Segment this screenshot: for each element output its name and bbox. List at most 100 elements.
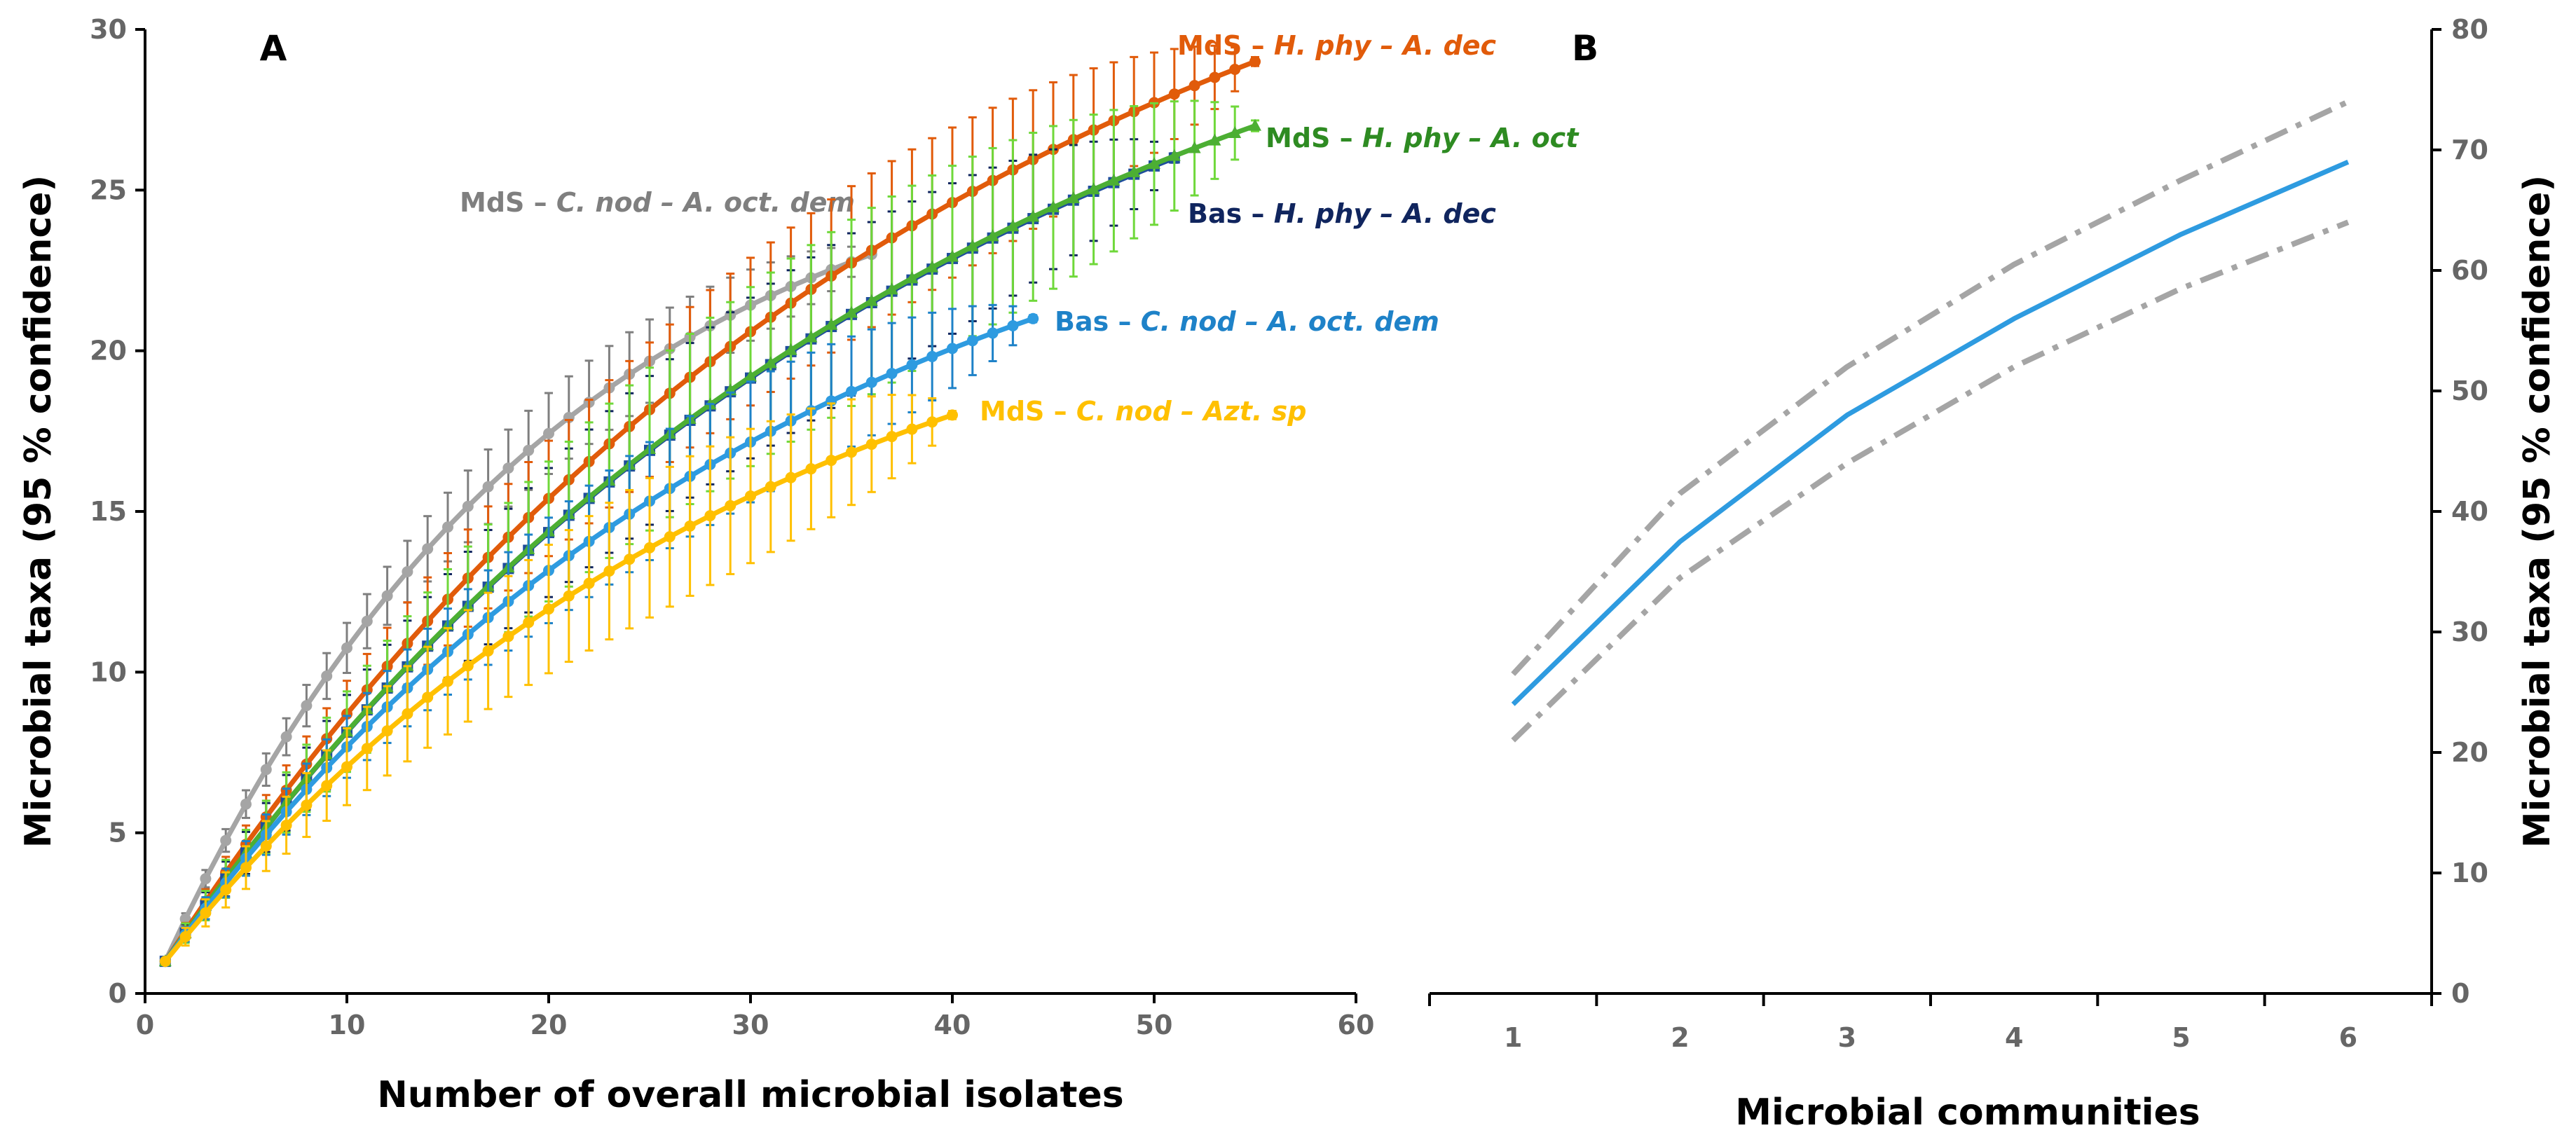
data-point — [1007, 319, 1019, 331]
data-point — [1047, 200, 1060, 213]
data-point — [260, 764, 272, 776]
series-label: Bas – C. nod – A. oct. dem — [1055, 306, 1439, 337]
x-tick-label: 5 — [2172, 1022, 2190, 1053]
data-point — [402, 708, 413, 720]
x-tick-label: 30 — [732, 1010, 769, 1040]
y-tick-label: 25 — [90, 174, 127, 205]
data-point — [765, 481, 776, 493]
data-point — [804, 330, 818, 343]
data-point — [462, 500, 474, 512]
data-point — [1208, 133, 1221, 146]
data-point — [947, 409, 958, 421]
data-point — [341, 761, 352, 773]
data-point — [179, 930, 191, 942]
data-point — [361, 615, 373, 627]
data-point — [260, 840, 272, 852]
data-point — [220, 884, 232, 896]
data-point — [523, 617, 535, 628]
data-point — [684, 520, 696, 532]
y-tick-label: 10 — [2451, 858, 2488, 888]
data-point — [220, 834, 232, 846]
data-point — [301, 799, 313, 811]
y-tick-label: 15 — [90, 496, 127, 527]
x-tick-label: 40 — [934, 1010, 971, 1040]
series-label: MdS – C. nod – Azt. sp — [980, 396, 1306, 427]
x-tick-label: 20 — [530, 1010, 568, 1040]
data-point — [321, 780, 333, 792]
y-tick-label: 10 — [90, 656, 127, 687]
data-point — [906, 423, 918, 435]
lower-confidence-line — [1511, 219, 2350, 743]
data-point — [1249, 118, 1261, 131]
series-label-prefix: MdS – — [460, 187, 556, 218]
upper-confidence-line — [1511, 99, 2350, 676]
series-label: MdS – H. phy – A. dec — [1177, 30, 1497, 61]
data-point — [361, 743, 373, 755]
series-label-taxa: C. nod – A. oct. dem — [1141, 306, 1439, 337]
data-point — [865, 376, 877, 388]
data-point — [543, 603, 554, 615]
data-point — [482, 645, 494, 657]
data-point — [1229, 64, 1241, 76]
x-tick-label: 1 — [1504, 1022, 1522, 1053]
data-point — [240, 798, 252, 810]
y-tick-label: 0 — [2451, 978, 2469, 1009]
data-point — [462, 660, 474, 672]
x-axis-title: Number of overall microbial isolates — [377, 1074, 1124, 1116]
data-point — [1188, 141, 1201, 153]
data-point — [987, 327, 999, 339]
series-label-taxa: H. phy – A. dec — [1274, 198, 1497, 229]
y-tick-label: 40 — [2451, 496, 2488, 527]
y-tick-label: 0 — [109, 978, 127, 1009]
data-point — [745, 490, 756, 502]
data-point — [1027, 209, 1040, 222]
data-point — [886, 431, 898, 443]
y-axis-title: Microbial taxa (95 % confidence) — [18, 175, 60, 848]
data-point — [825, 317, 838, 330]
data-point — [664, 531, 676, 543]
series-label: MdS – C. nod – A. oct. dem — [460, 187, 855, 218]
series-line — [163, 413, 954, 963]
y-tick-label: 20 — [90, 336, 127, 366]
data-point — [1107, 173, 1121, 186]
data-point — [502, 631, 514, 642]
data-point — [200, 873, 212, 885]
data-point — [1148, 157, 1160, 170]
y-tick-label: 20 — [2451, 737, 2488, 768]
data-point — [926, 350, 938, 362]
data-point — [1006, 219, 1020, 232]
y-tick-label: 80 — [2451, 14, 2488, 45]
data-point — [644, 542, 655, 553]
data-point — [402, 565, 413, 577]
series-label-prefix: Bas – — [1055, 306, 1141, 337]
series-label-taxa: C. nod – A. oct. dem — [556, 187, 855, 218]
data-point — [1067, 191, 1080, 204]
data-point — [603, 565, 615, 577]
data-point — [1167, 149, 1181, 161]
data-point — [966, 239, 979, 252]
y-tick-label: 70 — [2451, 135, 2488, 165]
data-point — [946, 249, 959, 262]
data-point — [845, 305, 858, 318]
data-point — [785, 472, 797, 483]
series-2: Bas – H. phy – A. dec — [159, 138, 1497, 968]
data-point — [905, 271, 919, 284]
series-label-taxa: C. nod – Azt. sp — [1076, 396, 1307, 427]
data-point — [865, 439, 877, 450]
data-point — [301, 700, 313, 712]
data-point — [784, 343, 797, 355]
data-point — [825, 455, 837, 467]
data-point — [846, 446, 857, 458]
series-label-taxa: H. phy – A. dec — [1274, 30, 1497, 61]
data-point — [341, 642, 352, 654]
data-point — [1249, 55, 1261, 67]
data-point — [764, 356, 777, 369]
data-point — [321, 670, 333, 682]
data-point — [563, 590, 575, 602]
panel-letter-a: A — [260, 28, 287, 69]
data-point — [381, 725, 393, 737]
series-label-prefix: MdS – — [980, 396, 1076, 427]
y-tick-label: 30 — [2451, 617, 2488, 647]
series-line — [163, 316, 1034, 963]
